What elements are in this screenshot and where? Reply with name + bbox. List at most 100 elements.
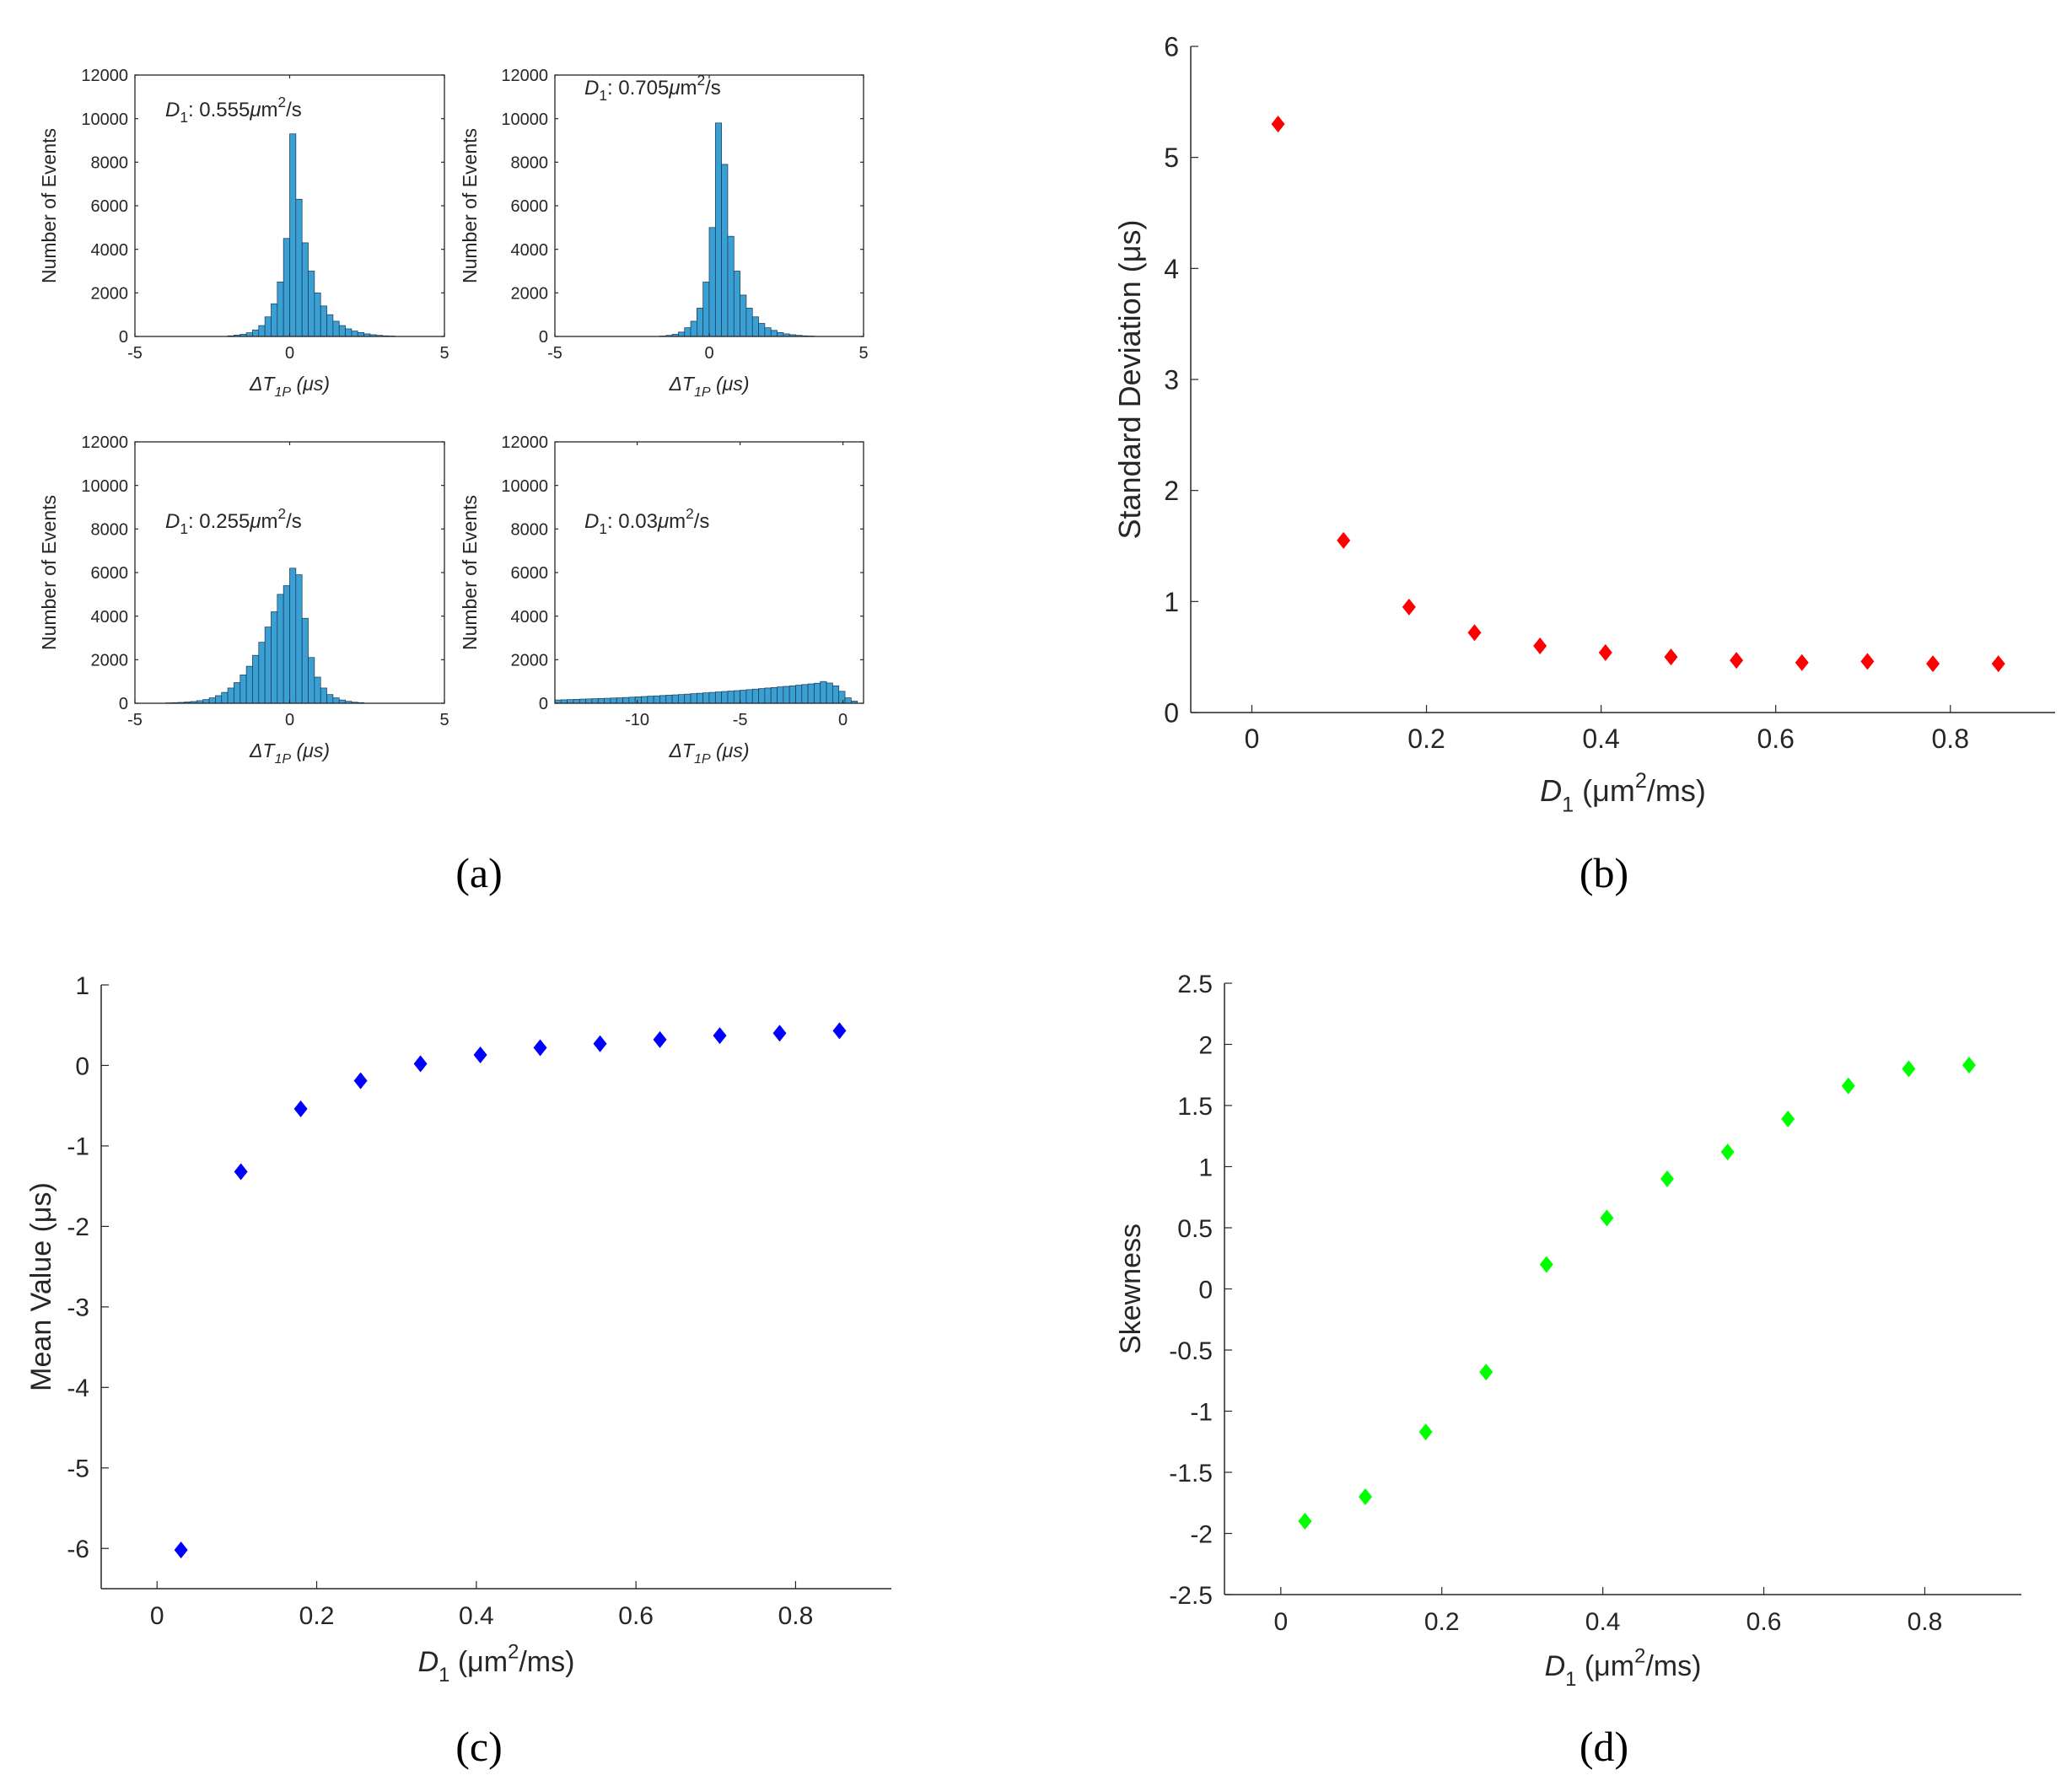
data-point — [1795, 654, 1809, 671]
y-tick-label: 1.5 — [1177, 1093, 1213, 1121]
histogram-bar — [777, 332, 784, 337]
x-tick-label: 0.6 — [1757, 724, 1794, 754]
data-point — [1402, 598, 1416, 616]
data-point — [1298, 1513, 1312, 1530]
x-tick-label: 5 — [858, 344, 868, 363]
y-axis-label: Number of Events — [459, 128, 481, 283]
histogram-bar — [604, 697, 611, 704]
x-tick-label: -5 — [547, 344, 562, 363]
histogram-bar — [758, 688, 766, 704]
histogram-bar — [764, 687, 772, 704]
panel-label-a: (a) — [455, 849, 503, 896]
y-tick-label: 0.5 — [1177, 1215, 1213, 1243]
annotation-unit-m: m — [669, 510, 686, 533]
histogram-bar — [795, 685, 803, 704]
x-label-subscript: 1 — [439, 1664, 449, 1686]
y-tick-label: 10000 — [81, 110, 128, 129]
histogram-bar — [659, 695, 667, 704]
data-point — [1359, 1488, 1373, 1505]
annotation-d1: D1: 0.03μm2/s — [584, 505, 709, 537]
histogram-bar — [783, 686, 790, 704]
y-tick-label: 0 — [539, 328, 548, 347]
histogram-bar — [221, 691, 229, 704]
annotation-unit-m: m — [261, 510, 278, 533]
y-axis-label: Number of Events — [459, 495, 481, 650]
x-label-subscript: 1P — [274, 751, 291, 767]
x-tick-label: -5 — [127, 344, 143, 363]
y-tick-label: -1 — [1190, 1398, 1213, 1426]
histogram-bar — [844, 697, 852, 704]
histogram-bar — [326, 314, 334, 337]
x-label-unit: (μm — [1574, 773, 1635, 808]
histogram-bar — [697, 692, 704, 704]
x-label-unit-tail: /ms) — [1645, 1650, 1701, 1682]
histogram-bar — [788, 685, 796, 704]
histogram-bar — [733, 690, 740, 704]
histogram-bar — [239, 675, 247, 704]
data-point — [1730, 652, 1744, 670]
x-tick-label: 0.2 — [1407, 724, 1445, 754]
histogram-bar — [653, 695, 660, 704]
data-point — [1660, 1170, 1674, 1187]
annotation-d1: D1: 0.555μm2/s — [165, 94, 302, 126]
histogram-bar — [234, 682, 241, 704]
x-label-unit: (μs) — [291, 740, 330, 761]
x-tick-label: -10 — [625, 711, 649, 729]
histogram-bar — [801, 684, 809, 704]
x-tick-label: 0 — [704, 344, 713, 363]
annotation-unit-mu: μ — [657, 510, 669, 533]
x-label-subscript: 1 — [1562, 793, 1574, 817]
x-tick-label: 0 — [838, 711, 848, 729]
x-label-unit: (μm — [1576, 1650, 1634, 1682]
histogram-bar — [708, 691, 716, 704]
x-tick-label: 0.2 — [299, 1602, 335, 1630]
x-tick-label: 0 — [285, 711, 294, 729]
annotation-superscript: 2 — [697, 72, 706, 89]
y-tick-label: -1.5 — [1169, 1460, 1213, 1487]
histogram-bar — [671, 694, 679, 704]
histogram-bar — [283, 238, 290, 337]
x-label-symbol: ΔT — [249, 740, 276, 761]
histogram-bar — [684, 693, 692, 704]
histogram-bar — [647, 696, 654, 704]
histogram-bar — [289, 133, 297, 337]
annotation-d1: D1: 0.705μm2/s — [584, 72, 721, 104]
y-tick-label: 8000 — [511, 521, 549, 540]
x-tick-label: 0 — [150, 1602, 164, 1630]
histogram-bar — [320, 687, 327, 704]
histogram-bar — [258, 642, 266, 704]
x-tick-label: 0.4 — [1582, 724, 1619, 754]
histogram-bar — [579, 698, 586, 704]
x-label-symbol: ΔT — [669, 740, 696, 761]
x-axis-label: ΔT1P (μs) — [249, 373, 330, 400]
data-point — [1598, 643, 1612, 661]
data-point — [1467, 624, 1482, 642]
x-axis-label: ΔT1P (μs) — [669, 740, 750, 767]
histogram-bar — [641, 696, 649, 704]
x-tick-label: 0 — [285, 344, 294, 363]
axes-box — [554, 441, 864, 704]
y-tick-label: 2000 — [91, 652, 129, 670]
x-tick-label: 5 — [439, 711, 449, 729]
y-tick-label: 4000 — [91, 241, 129, 260]
y-axis-label: Number of Events — [38, 128, 60, 283]
annotation-superscript: 2 — [278, 94, 287, 110]
data-point — [1962, 1057, 1976, 1074]
panel-label-b: (b) — [1580, 849, 1628, 896]
annotation-unit-mu: μ — [668, 77, 680, 100]
annotation-subscript: 1 — [180, 109, 188, 126]
y-tick-label: -6 — [67, 1536, 89, 1563]
data-point — [234, 1163, 248, 1181]
y-tick-label: 0 — [119, 328, 128, 347]
histogram-bar — [301, 242, 309, 337]
histogram-bar — [745, 308, 753, 337]
histogram-bar — [678, 694, 686, 704]
y-tick-label: 2000 — [91, 285, 129, 304]
chart-d: -2.5 -2 -1.5 -1 -0.5 0 0.5 1 1.5 2 2.5 0 0.2 0.4 0.6 0.… — [1115, 971, 2021, 1691]
y-tick-label: 4000 — [511, 241, 549, 260]
y-tick-label: 10000 — [81, 477, 128, 496]
y-axis-label: Standard Deviation (μs) — [1112, 220, 1147, 540]
data-point — [1841, 1077, 1855, 1095]
x-label-superscript: 2 — [1634, 1645, 1645, 1668]
